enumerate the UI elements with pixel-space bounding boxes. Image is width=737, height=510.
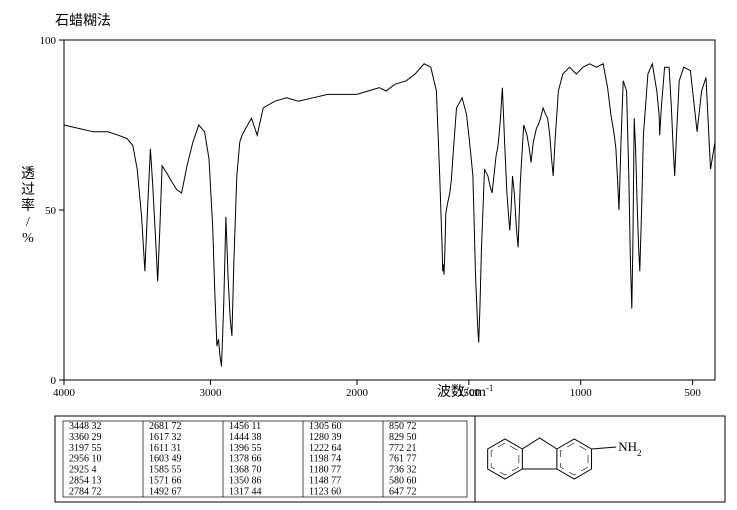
peak-cell: 772 21 bbox=[389, 443, 417, 454]
peak-cell: 1456 11 bbox=[229, 421, 261, 432]
peak-cell: 1444 38 bbox=[229, 432, 262, 443]
peak-cell: 1180 77 bbox=[309, 465, 341, 476]
chart-title: 石蜡糊法 bbox=[55, 13, 111, 29]
ytick-label: 50 bbox=[45, 205, 57, 217]
peak-cell: 1350 86 bbox=[229, 475, 262, 486]
xtick-label: 500 bbox=[684, 387, 701, 399]
peak-cell: 2854 13 bbox=[69, 475, 102, 486]
peak-cell: 1280 39 bbox=[309, 432, 342, 443]
xtick-label: 1000 bbox=[570, 387, 593, 399]
peak-cell: 736 32 bbox=[389, 465, 417, 476]
xtick-label: 2000 bbox=[346, 387, 369, 399]
peak-cell: 1148 77 bbox=[309, 475, 341, 486]
peak-cell: 1305 60 bbox=[309, 421, 342, 432]
chart-bg bbox=[0, 0, 737, 510]
peak-cell: 1617 32 bbox=[149, 432, 182, 443]
peak-cell: 2956 10 bbox=[69, 454, 102, 465]
peak-cell: 829 50 bbox=[389, 432, 417, 443]
peak-cell: 1603 49 bbox=[149, 454, 182, 465]
peak-cell: 3197 55 bbox=[69, 443, 102, 454]
peak-cell: 2925 4 bbox=[69, 465, 97, 476]
peak-cell: 3360 29 bbox=[69, 432, 102, 443]
peak-cell: 1396 55 bbox=[229, 443, 262, 454]
peak-cell: 1368 70 bbox=[229, 465, 262, 476]
peak-cell: 1571 66 bbox=[149, 475, 182, 486]
peak-cell: 850 72 bbox=[389, 421, 417, 432]
xtick-label: 3000 bbox=[199, 387, 222, 399]
ytick-label: 100 bbox=[40, 35, 57, 47]
ytick-label: 0 bbox=[51, 375, 57, 387]
y-axis-label: 透过率/% bbox=[21, 166, 35, 246]
peak-cell: 1123 60 bbox=[309, 486, 341, 497]
x-axis-label: 波数/cm-1 bbox=[437, 383, 494, 400]
peak-cell: 3448 32 bbox=[69, 421, 102, 432]
peak-cell: 2784 72 bbox=[69, 486, 102, 497]
peak-cell: 761 77 bbox=[389, 454, 417, 465]
peak-cell: 1585 55 bbox=[149, 465, 182, 476]
peak-cell: 647 72 bbox=[389, 486, 417, 497]
peak-cell: 580 60 bbox=[389, 475, 417, 486]
peak-cell: 1198 74 bbox=[309, 454, 341, 465]
peak-cell: 1378 66 bbox=[229, 454, 262, 465]
peak-cell: 1317 44 bbox=[229, 486, 262, 497]
peak-cell: 1611 31 bbox=[149, 443, 181, 454]
peak-cell: 1492 67 bbox=[149, 486, 182, 497]
peak-cell: 2681 72 bbox=[149, 421, 182, 432]
peak-cell: 1222 64 bbox=[309, 443, 342, 454]
xtick-label: 4000 bbox=[53, 387, 76, 399]
